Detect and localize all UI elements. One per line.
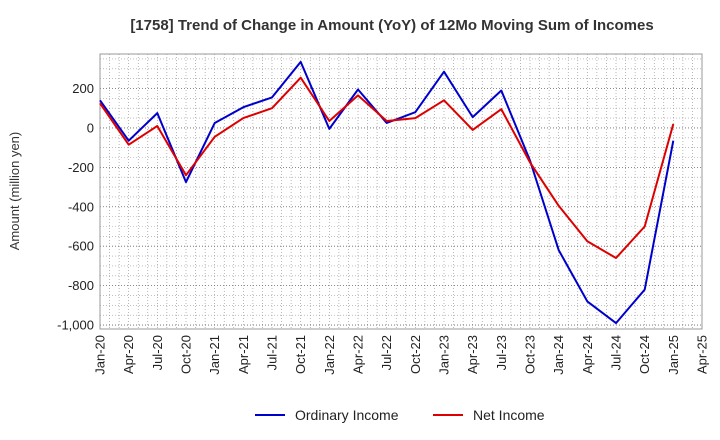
x-tick-label: Jan-20: [93, 335, 108, 375]
plot-area: [99, 53, 703, 330]
y-tick-label: 200: [72, 81, 94, 96]
y-tick-label: 0: [87, 120, 94, 135]
chart-title: [1758] Trend of Change in Amount (YoY) o…: [130, 17, 653, 34]
x-tick-label: Jul-23: [494, 335, 509, 370]
y-axis-label: Amount (million yen): [7, 132, 22, 251]
x-tick-label: Oct-20: [179, 335, 194, 374]
x-tick-label: Jan-24: [551, 335, 566, 375]
x-tick-label: Jul-22: [379, 335, 394, 370]
y-tick-label: -400: [68, 199, 94, 214]
y-tick-label: -1,000: [57, 318, 94, 333]
x-tick-label: Jan-21: [207, 335, 222, 375]
x-tick-label: Jul-21: [265, 335, 280, 370]
legend-label: Ordinary Income: [295, 407, 399, 423]
x-tick-label: Oct-21: [293, 335, 308, 374]
x-tick-label: Apr-20: [121, 335, 136, 374]
x-tick-label: Jan-23: [437, 335, 452, 375]
x-tick-label: Oct-24: [637, 335, 652, 374]
x-tick-label: Jan-22: [322, 335, 337, 375]
x-tick-label: Jul-24: [609, 335, 624, 370]
legend-label: Net Income: [473, 407, 545, 423]
x-tick-label: Jul-20: [150, 335, 165, 370]
y-tick-label: -800: [68, 278, 94, 293]
y-tick-label: -200: [68, 160, 94, 175]
x-tick-label: Oct-22: [408, 335, 423, 374]
x-tick-label: Apr-25: [695, 335, 710, 374]
y-axis: 200 0 -200 -400 -600 -800 -1,000: [57, 81, 94, 333]
series-lines: [99, 60, 675, 325]
grid: [100, 54, 702, 329]
x-tick-label: Apr-21: [236, 335, 251, 374]
x-tick-label: Oct-23: [523, 335, 538, 374]
x-tick-label: Apr-24: [580, 335, 595, 374]
x-axis: Jan-20 Apr-20 Jul-20 Oct-20 Jan-21 Apr-21 Jul-…: [93, 335, 710, 375]
x-tick-label: Apr-22: [351, 335, 366, 374]
x-tick-label: Jan-25: [666, 335, 681, 375]
y-tick-label: -600: [68, 239, 94, 254]
series-line: [99, 76, 675, 259]
legend: Ordinary Income Net Income: [255, 407, 545, 423]
x-tick-label: Apr-23: [465, 335, 480, 374]
